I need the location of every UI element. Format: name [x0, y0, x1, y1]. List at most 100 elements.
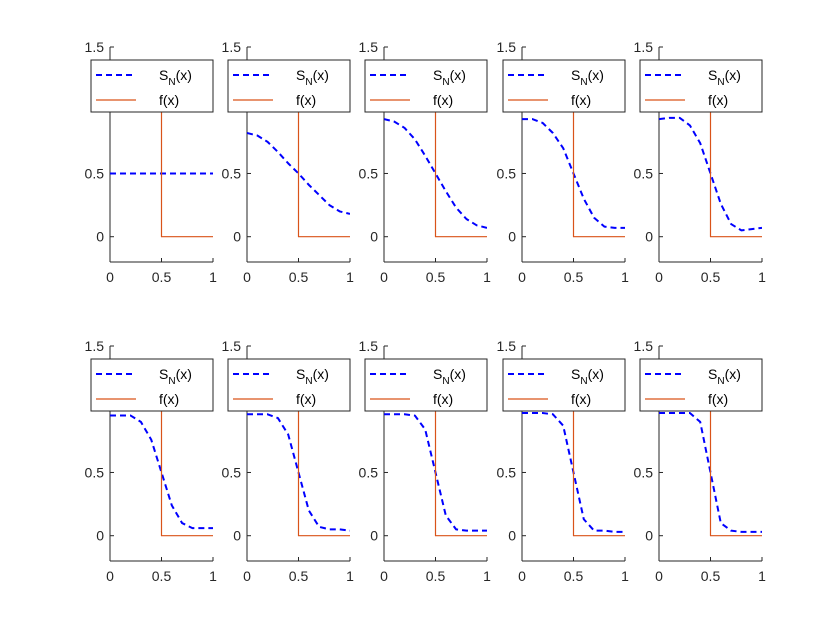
y-ticks: 0 0.5 1.5: [497, 338, 526, 544]
subplot-1: 00.51.50 0.5 1SN(x)f(x): [85, 39, 218, 285]
legend: SN(x) f(x): [639, 59, 763, 113]
x-tick-label: 0: [655, 269, 663, 285]
subplot-5: 00.51.50 0.5 1SN(x)f(x): [634, 39, 767, 285]
legend-target-label: f(x): [708, 391, 728, 407]
subplot-2: 00.51.50 0.5 1SN(x)f(x): [222, 39, 355, 285]
plot-area: [110, 109, 213, 238]
y-tick-label: 0: [508, 229, 516, 245]
y-ticks: 0 0.5 1.5: [359, 39, 388, 245]
series-target-line: [522, 109, 625, 238]
y-tick-label: 0: [96, 528, 104, 544]
plot-area: [522, 109, 625, 238]
legend: SN(x) f(x): [639, 358, 763, 412]
y-tick-label: 0.5: [222, 165, 242, 181]
legend-box: [639, 358, 763, 412]
legend-target-label: f(x): [296, 92, 316, 108]
plot-area: [659, 109, 762, 238]
y-tick-label: 1.5: [634, 39, 654, 55]
legend-approx-label: SN(x): [433, 67, 466, 88]
legend-box: [364, 358, 488, 412]
series-target-line: [659, 408, 762, 537]
plot-area: [659, 408, 762, 537]
x-tick-label: 0: [106, 269, 114, 285]
legend-approx-label: SN(x): [159, 366, 192, 387]
legend-box: [227, 358, 351, 412]
legend-approx-label: SN(x): [571, 67, 604, 88]
x-tick-label: 0: [518, 568, 526, 584]
x-tick-label: 0.5: [564, 568, 584, 584]
x-tick-label: 0: [380, 269, 388, 285]
y-ticks: 0 0.5 1.5: [85, 39, 114, 245]
subplot-6: 00.51.50 0.5 1SN(x)f(x): [85, 338, 218, 584]
legend: SN(x) f(x): [502, 59, 626, 113]
x-tick-label: 1: [758, 269, 766, 285]
legend-target-label: f(x): [571, 391, 591, 407]
legend-box: [502, 358, 626, 412]
y-tick-label: 0.5: [85, 464, 105, 480]
x-ticks: 0 0.5 1: [380, 557, 491, 584]
y-tick-label: 0.5: [634, 464, 654, 480]
legend: SN(x) f(x): [364, 358, 488, 412]
y-tick-label: 0: [370, 229, 378, 245]
plot-area: [110, 408, 213, 537]
y-ticks: 0 0.5 1.5: [85, 338, 114, 544]
y-ticks: 0 0.5 1.5: [359, 338, 388, 544]
y-tick-label: 0: [508, 528, 516, 544]
y-tick-label: 1.5: [634, 338, 654, 354]
legend-target-label: f(x): [159, 92, 179, 108]
y-tick-label: 1.5: [222, 338, 242, 354]
legend-box: [639, 59, 763, 113]
series-target-line: [247, 109, 350, 238]
legend-box: [502, 59, 626, 113]
y-tick-label: 1.5: [497, 39, 517, 55]
legend-target-label: f(x): [159, 391, 179, 407]
x-tick-label: 1: [209, 269, 217, 285]
x-tick-label: 0.5: [152, 269, 172, 285]
subplot-4: 0 0.5 1.5 0 0.5 1 SN(x)f(x): [497, 39, 630, 285]
series-target-line: [110, 408, 213, 537]
y-tick-label: 1.5: [85, 338, 105, 354]
x-tick-label: 0: [380, 568, 388, 584]
y-ticks: 0 0.5 1.5: [222, 338, 251, 544]
x-tick-label: 0.5: [289, 568, 309, 584]
y-tick-label: 0: [645, 528, 653, 544]
y-tick-label: 0: [96, 229, 104, 245]
plot-area: [247, 109, 350, 238]
x-ticks: 0 0.5 1: [243, 557, 354, 584]
x-ticks: 0 0.5 1: [106, 258, 217, 285]
y-tick-label: 0.5: [222, 464, 242, 480]
x-tick-label: 0.5: [701, 269, 721, 285]
legend: SN(x) f(x): [90, 358, 214, 412]
plot-area: [384, 109, 487, 238]
x-tick-label: 0.5: [426, 269, 446, 285]
y-tick-label: 0.5: [85, 165, 105, 181]
subplot-9: 00.51.50 0.5 1SN(x)f(x): [497, 338, 630, 584]
plot-area: [247, 408, 350, 537]
legend: SN(x) f(x): [90, 59, 214, 113]
legend-approx-label: SN(x): [708, 366, 741, 387]
series-approximation-line: [659, 412, 762, 533]
x-tick-label: 0: [655, 568, 663, 584]
x-tick-label: 0.5: [701, 568, 721, 584]
subplot-7: 00.51.50 0.5 1SN(x)f(x): [222, 338, 355, 584]
y-ticks: 0 0.5 1.5: [634, 39, 663, 245]
subplot-10: 00.51.50 0.5 1SN(x)f(x): [634, 338, 767, 584]
legend: SN(x) f(x): [227, 59, 351, 113]
x-tick-label: 1: [346, 568, 354, 584]
series-target-line: [384, 408, 487, 537]
y-tick-label: 0: [233, 528, 241, 544]
y-tick-label: 1.5: [359, 338, 379, 354]
y-tick-label: 0: [645, 229, 653, 245]
legend-target-label: f(x): [708, 92, 728, 108]
y-tick-label: 1.5: [85, 39, 105, 55]
legend-approx-label: SN(x): [296, 366, 329, 387]
y-ticks: 0 0.5 1.5: [222, 39, 251, 245]
y-tick-label: 0.5: [497, 464, 517, 480]
x-tick-label: 0.5: [289, 269, 309, 285]
legend-box: [227, 59, 351, 113]
subplot-3: 00.51.50 0.5 1SN(x)f(x): [359, 39, 492, 285]
series-target-line: [659, 109, 762, 238]
x-ticks: 0 0.5 1: [518, 258, 629, 285]
x-tick-label: 0.5: [564, 269, 584, 285]
legend-approx-label: SN(x): [159, 67, 192, 88]
